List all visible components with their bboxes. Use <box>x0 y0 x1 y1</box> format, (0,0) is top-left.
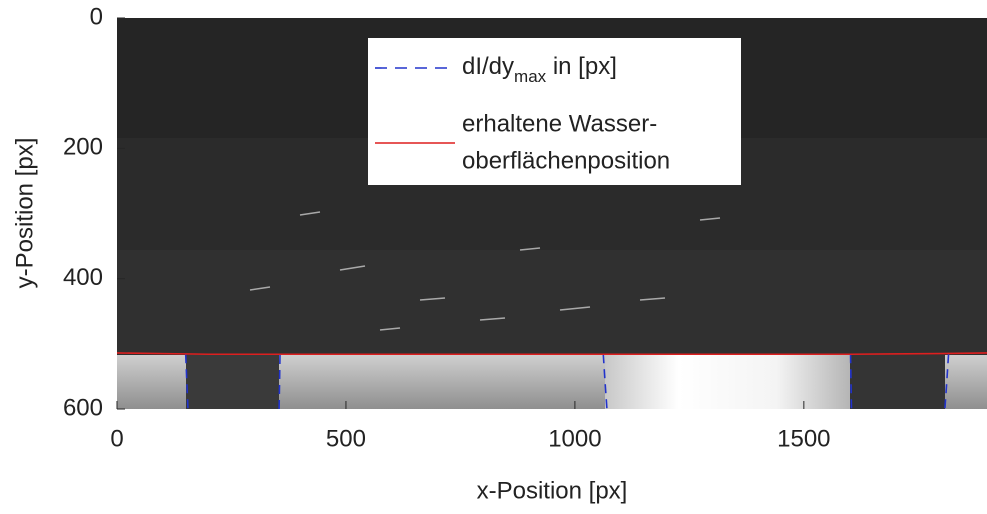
legend-box <box>368 38 741 185</box>
x-tick-label: 0 <box>110 425 123 452</box>
legend-label-suffix: in [px] <box>546 53 617 80</box>
legend-label: erhaltene Wasser- <box>462 110 657 137</box>
x-axis-label: x-Position [px] <box>477 477 628 504</box>
legend-label: dI/dymax in [px] <box>462 53 617 86</box>
series-line <box>116 352 987 356</box>
legend-label-sub: max <box>514 67 547 86</box>
x-tick-label: 1500 <box>777 425 830 452</box>
y-axis-label: y-Position [px] <box>11 138 38 289</box>
legend-label-main: dI/dy <box>462 53 514 80</box>
y-tick-label: 0 <box>90 3 103 30</box>
x-tick-label: 500 <box>326 425 366 452</box>
y-tick-label: 200 <box>63 134 103 161</box>
legend-label: oberflächenposition <box>462 147 670 174</box>
x-tick-label: 1000 <box>548 425 601 452</box>
series-line <box>184 354 950 410</box>
y-tick-label: 400 <box>63 264 103 291</box>
y-tick-label: 600 <box>63 394 103 421</box>
